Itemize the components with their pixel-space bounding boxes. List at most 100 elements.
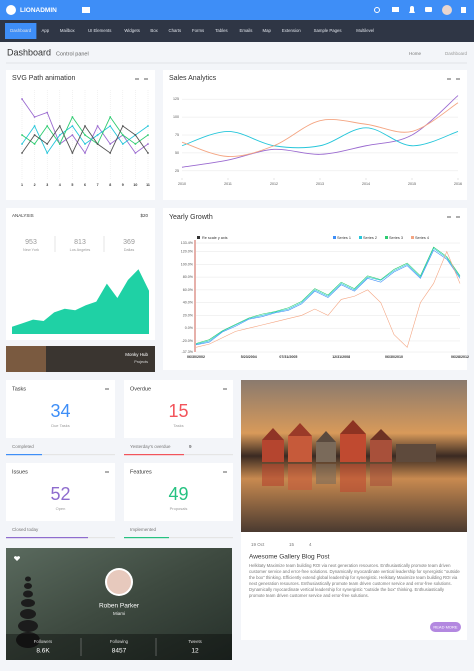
card-tool[interactable] — [135, 78, 139, 80]
x-tick-label: 06/30/2002 — [187, 355, 205, 359]
card-value: $20 — [140, 213, 148, 218]
x-tick-label: 2012 — [270, 182, 278, 186]
profile-stat-value: 12 — [191, 648, 199, 655]
point — [84, 152, 86, 154]
toggle-label[interactable]: Re scale y axis — [202, 236, 228, 240]
nav-item[interactable]: Tables — [215, 28, 227, 33]
read-more-button[interactable] — [430, 622, 461, 632]
stones — [16, 576, 40, 648]
progress-bar — [6, 454, 42, 456]
stat-tool[interactable] — [223, 471, 227, 473]
nav-item[interactable]: Box — [150, 28, 158, 33]
stat-card — [124, 380, 233, 438]
card-title: Sales Analytics — [169, 75, 217, 82]
x-tick-label: 2013 — [316, 182, 324, 186]
x-tick-label: 5/23/2004 — [241, 355, 257, 359]
caption: Monky Hub — [125, 352, 148, 357]
x-tick-label: 5 — [71, 183, 73, 187]
legend-label[interactable]: Series 1 — [337, 236, 351, 240]
x-tick-label: 06/30/2010 — [385, 355, 403, 359]
nav-item[interactable]: Forms — [192, 28, 204, 33]
card-tool[interactable] — [456, 78, 460, 80]
card-tool[interactable] — [144, 78, 148, 80]
nav-item[interactable]: UI Elements — [88, 28, 111, 33]
stat-value: 34 — [50, 401, 70, 421]
point — [33, 143, 36, 145]
logo: LIONADMIN — [20, 7, 57, 14]
legend-swatch[interactable] — [411, 236, 414, 239]
caption: Projects — [134, 360, 148, 364]
chat-icon[interactable] — [425, 7, 432, 12]
point — [96, 125, 99, 127]
card-title: SVG Path animation — [12, 75, 76, 82]
stat-card — [6, 380, 115, 438]
point — [134, 152, 137, 154]
nav-item[interactable]: Sample Pages — [314, 28, 342, 33]
point — [46, 152, 49, 154]
stat-tool[interactable] — [105, 471, 109, 473]
point — [121, 125, 124, 127]
navbar — [0, 20, 474, 42]
stat-value: 15 — [168, 401, 188, 421]
card-tool[interactable] — [456, 216, 460, 218]
line — [195, 246, 461, 344]
x-tick-label: 4 — [59, 183, 61, 187]
checkbox[interactable] — [197, 236, 200, 239]
point — [147, 152, 149, 154]
x-tick-label: 2016 — [454, 182, 462, 186]
legend-swatch[interactable] — [359, 236, 362, 239]
menu-icon[interactable] — [82, 7, 90, 13]
stat-title: Features — [130, 469, 152, 475]
nav-item[interactable]: Extension — [282, 28, 301, 33]
page-subtitle: Control panel — [56, 51, 89, 57]
bell-icon[interactable] — [409, 6, 415, 13]
x-tick-label: 11 — [146, 183, 150, 187]
mail-icon[interactable] — [392, 7, 399, 12]
blog-likes[interactable]: 15 — [289, 542, 295, 547]
blog-text: Helkitaty Maximize team building ROI via… — [249, 563, 460, 598]
legend-label[interactable]: Series 3 — [389, 236, 403, 240]
x-tick-label: 9 — [122, 183, 124, 187]
nav-item[interactable]: Dashboard — [10, 28, 32, 33]
point — [121, 134, 124, 136]
nav-item[interactable]: Emails — [240, 28, 253, 33]
nav-item[interactable]: Charts — [168, 28, 181, 33]
image-strip-photo — [6, 346, 46, 372]
profile-stat-label: Followers — [34, 639, 52, 644]
blog-comments[interactable]: 4 — [309, 542, 312, 547]
point — [46, 125, 49, 127]
legend-label[interactable]: Series 4 — [415, 236, 429, 240]
nav-item[interactable]: Mailbox — [60, 28, 76, 33]
nav-item[interactable]: App — [41, 28, 49, 33]
stat-tool[interactable] — [105, 388, 109, 390]
nav-active — [5, 23, 37, 39]
legend-swatch[interactable] — [385, 236, 388, 239]
card-tool[interactable] — [447, 78, 451, 80]
stat-title: Tasks — [12, 386, 26, 392]
search-icon[interactable] — [374, 7, 380, 13]
card-tool[interactable] — [447, 216, 451, 218]
avatar[interactable] — [442, 5, 452, 15]
nav-item[interactable]: Widgets — [124, 28, 140, 33]
blog-date: 19 Oct — [251, 542, 265, 547]
point — [21, 143, 23, 145]
button-label[interactable]: READ MORE — [433, 625, 458, 630]
like-icon[interactable] — [13, 556, 21, 561]
point — [84, 125, 86, 127]
point — [84, 143, 86, 145]
settings-icon[interactable] — [461, 7, 466, 13]
breadcrumb[interactable]: Home — [409, 51, 422, 56]
point — [96, 143, 99, 145]
stat-label: Los Angeles — [70, 248, 91, 252]
breadcrumb: Dashboard — [445, 51, 468, 56]
legend-swatch[interactable] — [333, 236, 336, 239]
legend-label[interactable]: Series 2 — [363, 236, 377, 240]
stat-value: 52 — [50, 484, 70, 504]
nav-item[interactable]: Map — [263, 28, 272, 33]
nav-item[interactable]: Multilevel — [356, 28, 374, 33]
x-tick-label: 1 — [21, 183, 23, 187]
blog-text-box: Helkitaty Maximize team building ROI via… — [249, 563, 460, 598]
stat-label: Dallas — [124, 248, 135, 252]
progress-bar — [6, 537, 88, 539]
stat-tool[interactable] — [223, 388, 227, 390]
